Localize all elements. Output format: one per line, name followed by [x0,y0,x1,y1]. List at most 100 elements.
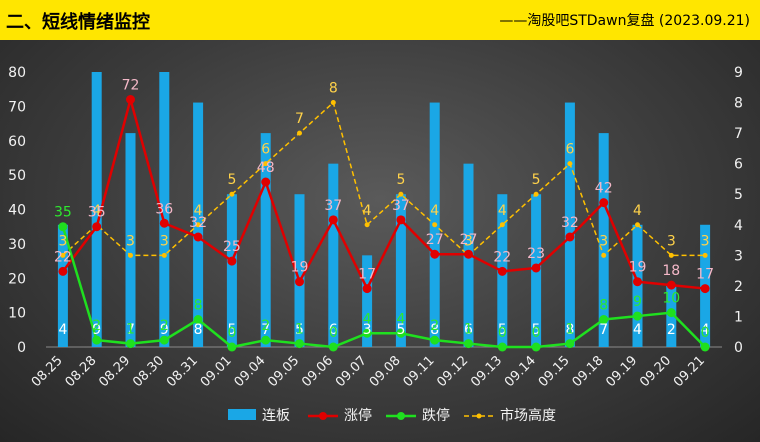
point-dieting [497,342,507,352]
bar-data-label: 2 [667,322,676,338]
point-zhangting [126,95,135,104]
bar-data-label: 7 [599,322,608,338]
x-tick-label: 09.13 [468,353,505,390]
zhangting-data-label: 22 [493,249,511,265]
point-dieting [464,339,473,349]
zhangting-data-label: 19 [629,260,647,276]
y-left-tick-label: 50 [8,168,26,184]
chart-title: 二、短线情绪监控 [6,12,150,33]
y-left-tick-label: 10 [8,306,26,322]
gaodu-data-label: 5 [532,172,541,188]
x-tick-label: 09.14 [502,353,539,390]
bar-data-label: 6 [329,322,338,338]
dieting-data-label: 1 [464,322,473,338]
dieting-data-label: 9 [633,294,642,310]
point-dieting [159,335,169,345]
bar-lianban [260,133,271,347]
point-gaodu [702,252,708,258]
zhangting-data-label: 25 [223,239,241,255]
dieting-data-label: 0 [498,325,507,341]
legend-swatch-lianban [228,409,256,420]
bar-data-label: 8 [565,322,574,338]
point-dieting [396,328,406,338]
x-tick-label: 09.20 [637,353,674,390]
bar-lianban [362,255,373,347]
x-tick-label: 09.19 [603,353,640,390]
legend-label-zhangting: 涨停 [344,407,372,424]
legend: 连板 涨停 跌停 市场高度 [228,407,556,424]
x-tick-label: 09.06 [299,353,336,390]
header-bar: 二、短线情绪监控 ——淘股吧STDawn复盘 (2023.09.21) [0,0,760,40]
y-right-tick-label: 9 [734,65,743,81]
y-right-tick-label: 1 [734,309,743,325]
gaodu-data-label: 4 [430,203,439,219]
dieting-data-label: 2 [160,318,169,334]
y-left-tick-label: 80 [8,65,26,81]
dieting-data-label: 4 [363,311,372,327]
point-zhangting [700,284,710,294]
dieting-data-label: 0 [227,325,236,341]
zhangting-data-label: 17 [358,267,376,283]
x-tick-label: 08.31 [164,353,201,390]
zhangting-data-label: 48 [257,160,275,176]
gaodu-data-label: 5 [396,172,405,188]
x-tick-label: 08.30 [130,353,167,390]
bar-data-label: 9 [92,322,101,338]
point-dieting [362,328,372,338]
zhangting-data-label: 42 [595,181,613,197]
x-tick-label: 09.11 [401,353,438,390]
zhangting-data-label: 32 [561,215,579,231]
y-left-tick-label: 30 [8,237,26,253]
point-zhangting [565,232,575,242]
legend-marker-gaodu [476,413,482,419]
point-dieting [58,222,68,232]
zhangting-data-label: 72 [122,78,140,94]
bar-lianban [57,224,68,347]
gaodu-data-label: 6 [565,142,574,158]
zhangting-data-label: 17 [696,267,714,283]
y-right-tick-label: 0 [734,340,743,356]
point-gaodu [161,252,167,258]
point-dieting [531,342,541,352]
zhangting-data-label: 18 [662,263,680,279]
point-gaodu [601,252,607,258]
point-gaodu [128,252,133,258]
bar-data-label: 5 [227,322,236,338]
y-left-tick-label: 0 [17,340,26,356]
bar-lianban [159,72,170,347]
gaodu-data-label: 3 [701,233,710,249]
y-right-tick-label: 2 [734,279,743,295]
point-zhangting [666,280,676,290]
bar-data-label: 7 [126,322,135,338]
zhangting-data-label: 32 [189,215,207,231]
point-dieting [700,342,710,352]
point-zhangting [497,266,507,276]
y-left-tick-label: 40 [8,203,26,219]
x-tick-label: 09.01 [198,353,235,390]
gaodu-data-label: 4 [498,203,507,219]
point-gaodu [432,222,438,228]
legend-marker-dieting [397,412,405,420]
point-gaodu [195,222,201,228]
zhangting-data-label: 27 [426,232,444,248]
point-dieting [92,335,102,345]
legend-marker-zhangting [319,412,327,420]
bar-data-label: 5 [396,322,405,338]
dieting-data-label: 2 [430,318,439,334]
dieting-data-label: 8 [599,298,608,314]
y-right-tick-label: 7 [734,126,743,142]
bar-data-label: 3 [363,322,372,338]
point-zhangting [261,177,271,187]
dieting-data-label: 2 [92,318,101,334]
gaodu-data-label: 3 [464,233,473,249]
point-gaodu [364,222,370,228]
point-zhangting [92,222,102,232]
gaodu-data-label: 6 [261,142,270,158]
x-tick-label: 08.25 [29,353,66,390]
dieting-data-label: 10 [662,291,680,307]
x-tick-label: 09.12 [434,353,471,390]
gaodu-data-label: 3 [160,233,169,249]
x-tick-label: 09.18 [570,353,607,390]
